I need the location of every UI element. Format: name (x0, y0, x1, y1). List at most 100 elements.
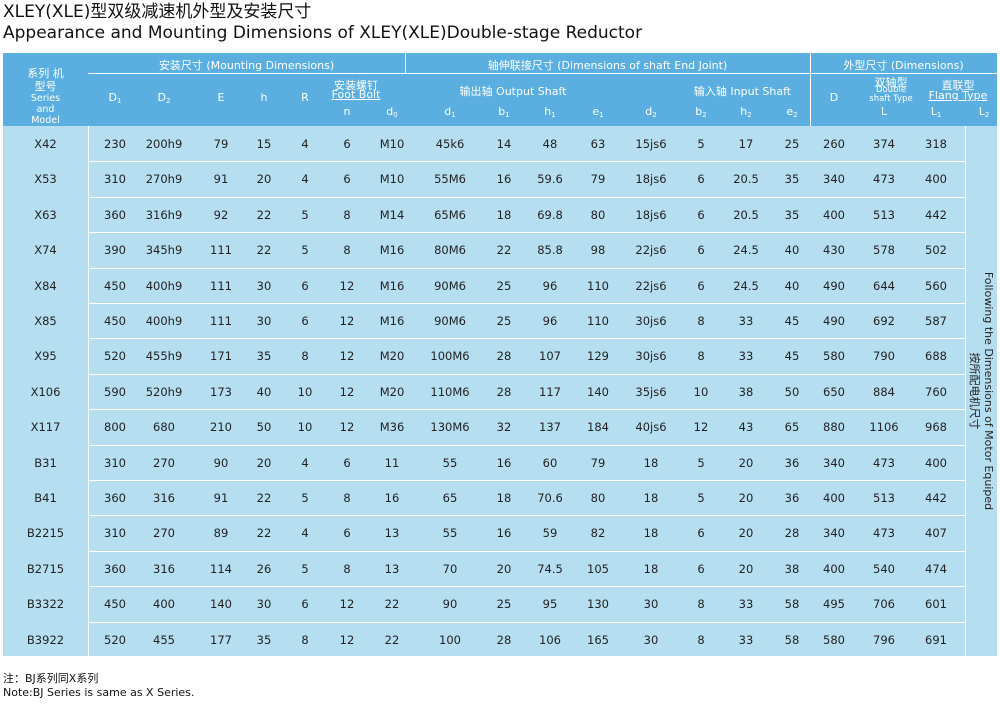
cell-b2: 10 (693, 384, 709, 399)
cell-d1: 360 (104, 491, 126, 505)
cell-h1: 74.5 (537, 561, 563, 576)
cell-n: 6 (343, 455, 351, 470)
cell-b2: 6 (697, 207, 705, 222)
col-header-l: L (880, 105, 888, 118)
header-model-cn: 系列 机型号 (27, 67, 64, 93)
header-output-shaft: 输出轴 Output Shaft (459, 85, 567, 98)
cell-b1: 20 (496, 561, 512, 576)
cell-h1: 59 (542, 526, 558, 541)
model-cell: X42 (34, 137, 57, 151)
cell-h: 22 (256, 207, 272, 222)
cell-d1: 450 (104, 597, 126, 612)
cell-n: 12 (339, 314, 355, 328)
cell-e1: 98 (590, 243, 606, 258)
note-english: Note:BJ Series is same as X Series. (3, 686, 195, 699)
cell-d: 580 (823, 349, 845, 364)
cell-h1: 107 (539, 349, 561, 364)
cell-e1: 110 (587, 278, 609, 293)
cell-e: 89 (213, 526, 229, 541)
col-header-d2: D2 (157, 91, 171, 105)
cell-l: 473 (873, 172, 895, 187)
cell-b2: 6 (697, 561, 705, 576)
col-header-h: h (260, 91, 268, 104)
cell-e: 114 (210, 561, 232, 576)
cell-d: 260 (823, 137, 845, 151)
cell-r: 5 (301, 207, 309, 222)
cell-e1: 184 (587, 420, 609, 435)
cell-d0: 13 (384, 561, 400, 576)
cell-d2: 30js6 (635, 349, 667, 364)
cell-n: 8 (343, 243, 351, 258)
cell-e2: 45 (784, 349, 800, 364)
cell-e2: 28 (784, 526, 800, 541)
cell-d0: M20 (379, 384, 405, 399)
cell-d0: M10 (379, 137, 405, 151)
cell-e2: 35 (784, 207, 800, 222)
table-header (3, 53, 997, 126)
cell-d0: M16 (379, 243, 405, 258)
cell-b1: 14 (496, 137, 512, 151)
cell-r: 10 (297, 420, 313, 435)
cell-d2: 270 (153, 455, 175, 470)
cell-e: 210 (210, 420, 232, 435)
cell-h1: 95 (542, 597, 558, 612)
cell-d1: 230 (104, 137, 126, 151)
cell-d2: 18 (643, 561, 659, 576)
cell-e1: 79 (590, 172, 606, 187)
cell-d0: M16 (379, 278, 405, 293)
cell-d2: 520h9 (145, 384, 183, 399)
cell-d0: 22 (384, 632, 400, 647)
cell-h: 35 (256, 349, 272, 364)
cell-l: 513 (873, 491, 895, 505)
cell-r: 4 (301, 455, 309, 470)
col-header-e1: e1 (592, 105, 604, 119)
col-header-d1: d1 (444, 105, 456, 119)
cell-h1: 48 (542, 137, 558, 151)
cell-h2: 43 (738, 420, 754, 435)
cell-b1: 25 (496, 278, 512, 293)
cell-l: 644 (873, 278, 895, 293)
col-header-e: E (217, 91, 225, 104)
header-input-shaft: 输入轴 Input Shaft (693, 85, 792, 98)
cell-b2: 12 (693, 420, 709, 435)
cell-d1: 310 (104, 455, 126, 470)
cell-e2: 25 (784, 137, 800, 151)
cell-d: 340 (823, 172, 845, 187)
cell-h1: 96 (542, 314, 558, 328)
cell-d1: 590 (104, 384, 126, 399)
cell-l: 790 (873, 349, 895, 364)
model-cell: X85 (34, 314, 57, 328)
cell-h2: 17 (738, 137, 754, 151)
title-chinese: XLEY(XLE)型双级减速机外型及安装尺寸 (3, 2, 312, 22)
cell-d0: M20 (379, 349, 405, 364)
cell-b1: 28 (496, 632, 512, 647)
cell-e: 171 (210, 349, 232, 364)
cell-n: 8 (343, 207, 351, 222)
cell-d1: 360 (104, 561, 126, 576)
cell-d1: 450 (104, 314, 126, 328)
cell-b2: 8 (697, 597, 705, 612)
cell-r: 6 (301, 597, 309, 612)
cell-l: 540 (873, 561, 895, 576)
cell-h2: 24.5 (733, 243, 759, 258)
cell-d2: 18js6 (635, 207, 667, 222)
cell-e: 173 (210, 384, 232, 399)
cell-h2: 20 (738, 455, 754, 470)
col-header-h2: h2 (740, 105, 752, 119)
cell-h1: 96 (542, 278, 558, 293)
cell-h2: 20.5 (733, 207, 759, 222)
cell-n: 12 (339, 632, 355, 647)
cell-r: 6 (301, 314, 309, 328)
header-shaft-joint: 轴伸联接尺寸 (Dimensions of shaft End Joint) (487, 59, 728, 72)
cell-h1: 69.8 (537, 207, 563, 222)
cell-e1: 129 (587, 349, 609, 364)
cell-d2: 35js6 (635, 384, 667, 399)
cell-r: 5 (301, 491, 309, 505)
cell-d2: 200h9 (145, 137, 183, 151)
cell-l1: 442 (925, 491, 947, 505)
cell-e2: 40 (784, 278, 800, 293)
cell-d2: 400h9 (145, 278, 183, 293)
col-header-d: D (829, 91, 839, 104)
cell-b2: 6 (697, 172, 705, 187)
cell-l: 1106 (869, 420, 899, 435)
